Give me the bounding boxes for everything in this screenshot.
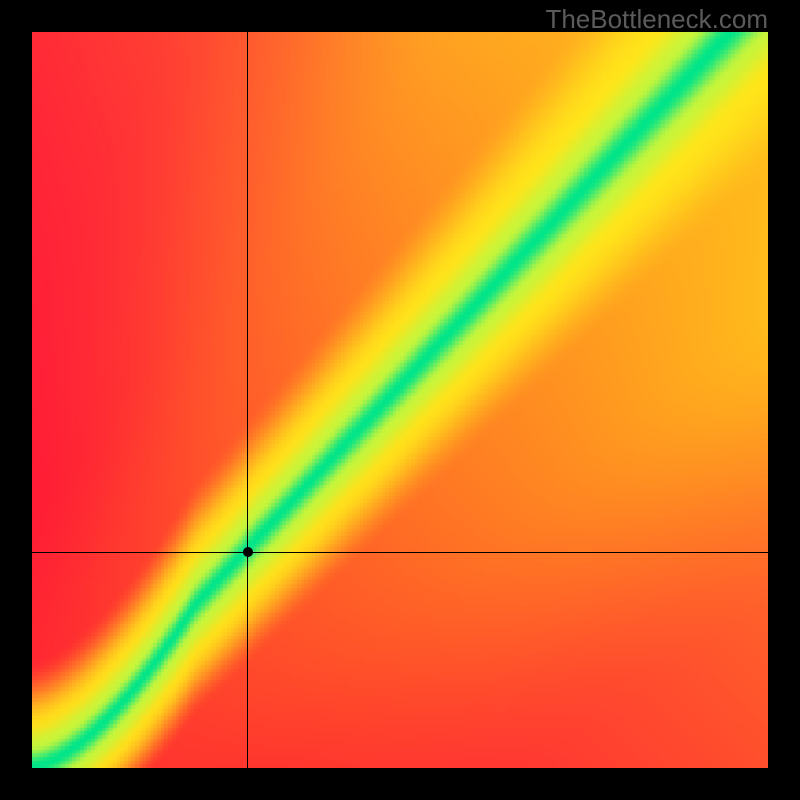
crosshair-horizontal: [32, 552, 768, 553]
selection-marker: [243, 547, 253, 557]
crosshair-vertical: [247, 32, 248, 768]
bottleneck-heatmap: [32, 32, 768, 768]
watermark-text: TheBottleneck.com: [545, 4, 768, 35]
